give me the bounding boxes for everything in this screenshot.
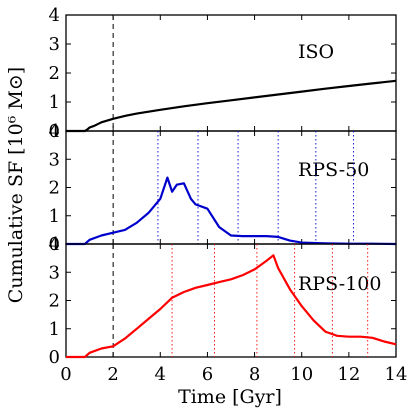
panel-rps-50: RPS-50 0 1 2 3 4: [49, 121, 397, 255]
x-tick-labels: 0 2 4 6 8 10 12 14: [60, 364, 407, 385]
panel-label-iso: ISO: [298, 41, 334, 63]
y-tick-label: 0: [49, 347, 60, 368]
panel-label-rps-50: RPS-50: [298, 159, 369, 181]
panel-rps-100: RPS-100 0 1 2 3 4: [49, 234, 397, 368]
y-tick-label: 2: [49, 291, 60, 312]
x-tick-label: 8: [249, 364, 260, 385]
y-tick-label: 4: [49, 234, 60, 255]
x-tick-label: 6: [202, 364, 213, 385]
series-line: [66, 254, 397, 359]
y-tick-label: 2: [49, 178, 60, 199]
plot-frame: [65, 243, 397, 358]
x-tick-label: 2: [107, 364, 118, 385]
y-tick-label: 3: [49, 262, 60, 283]
y-tick-label: 1: [49, 206, 60, 227]
panel-iso: ISO 0 1 2 3 4: [49, 5, 397, 142]
plot-frame: [65, 14, 397, 132]
y-tick-label: 4: [49, 5, 60, 26]
y-tick-label: 0: [49, 121, 60, 142]
y-axis-label: Cumulative SF [10⁶ M⊙]: [5, 67, 27, 303]
y-tick-label: 0: [49, 234, 60, 255]
y-tick-label: 4: [49, 121, 60, 142]
x-tick-label: 14: [385, 364, 408, 385]
x-axis-label: Time [Gyr]: [178, 386, 282, 408]
y-tick-label: 1: [49, 92, 60, 113]
plot-frame: [65, 130, 397, 245]
x-tick-label: 10: [290, 364, 313, 385]
series-line: [66, 176, 397, 246]
y-tick-label: 1: [49, 319, 60, 340]
x-tick-label: 0: [60, 364, 71, 385]
series-line: [66, 79, 397, 133]
x-tick-label: 4: [155, 364, 166, 385]
y-tick-label: 3: [49, 34, 60, 55]
x-tick-label: 12: [337, 364, 360, 385]
y-tick-label: 2: [49, 63, 60, 84]
y-tick-label: 3: [49, 149, 60, 170]
panel-label-rps-100: RPS-100: [298, 273, 382, 295]
